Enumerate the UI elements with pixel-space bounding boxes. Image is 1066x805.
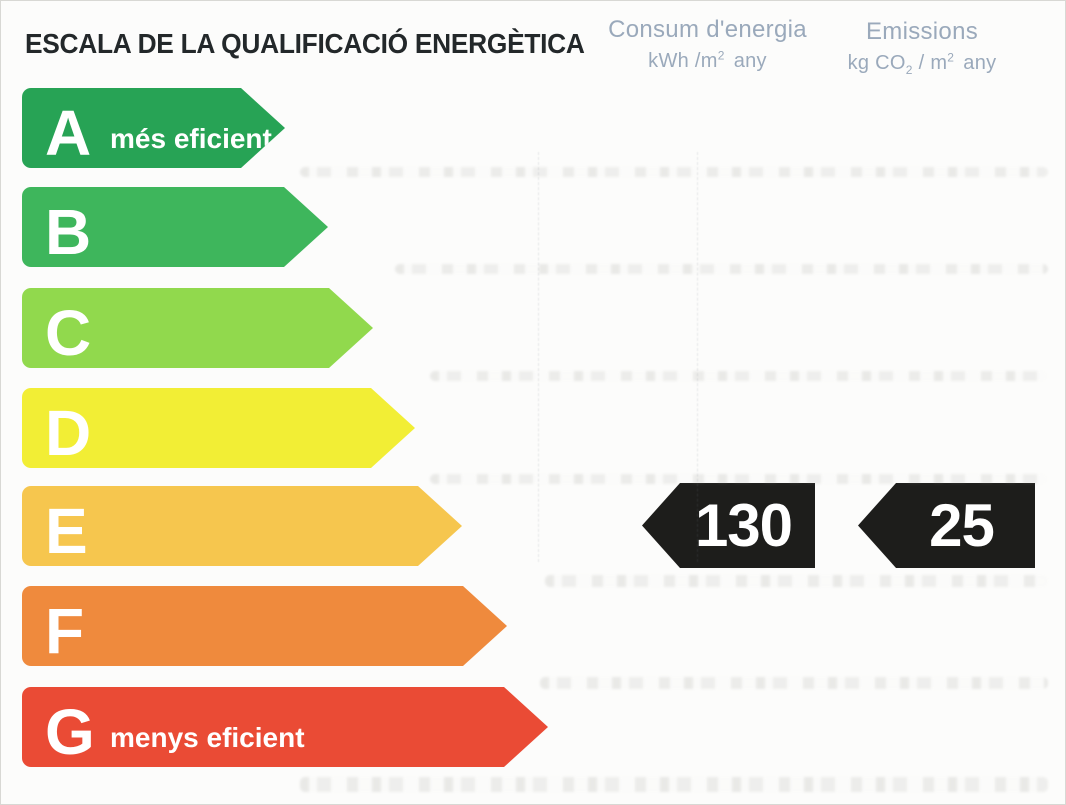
scan-bleed-artifact [395, 264, 1048, 274]
rating-letter-g: G [45, 695, 95, 768]
scan-bleed-artifact [545, 575, 1048, 587]
rating-bar-a: A més eficient [22, 88, 285, 168]
consumption-column-unit: kWh /m2 any [648, 48, 767, 72]
page-title: ESCALA DE LA QUALIFICACIÓ ENERGÈTICA [25, 28, 585, 59]
rating-letter-f: F [45, 594, 85, 667]
consumption-indicator-arrow: 130 [642, 483, 815, 568]
emissions-column-header: Emissions kg CO2 / m2 any [822, 18, 1022, 77]
rating-bar-d: D [22, 388, 415, 468]
scan-bleed-artifact [538, 152, 539, 562]
rating-qualifier-a: més eficient [110, 123, 272, 154]
emissions-column-label: Emissions [865, 18, 979, 45]
rating-bar-e: E [22, 486, 462, 566]
rating-bar-c: C [22, 288, 373, 368]
scan-bleed-artifact [300, 167, 1048, 177]
rating-letter-d: D [45, 396, 92, 469]
rating-bar-b: B [22, 187, 328, 267]
emissions-value: 25 [929, 491, 995, 559]
scan-bleed-artifact [697, 152, 698, 562]
scan-bleed-artifact [540, 677, 1048, 689]
rating-bar-g: G menys eficient [22, 687, 548, 767]
rating-bar-f: F [22, 586, 507, 666]
rating-letter-a: A [45, 96, 92, 169]
scan-bleed-artifact [300, 777, 1048, 792]
rating-letter-b: B [45, 195, 92, 268]
rating-letter-e: E [45, 494, 88, 567]
consumption-value: 130 [694, 491, 793, 559]
scan-bleed-artifact [430, 474, 1048, 484]
emissions-column-unit: kg CO2 / m2 any [847, 50, 997, 77]
scan-bleed-artifact [430, 371, 1048, 381]
emissions-indicator-arrow: 25 [858, 483, 1035, 568]
rating-letter-c: C [45, 296, 92, 369]
consumption-column-header: Consum d'energia kWh /m2 any [590, 16, 825, 73]
rating-qualifier-g: menys eficient [110, 722, 305, 753]
consumption-column-label: Consum d'energia [608, 16, 807, 43]
